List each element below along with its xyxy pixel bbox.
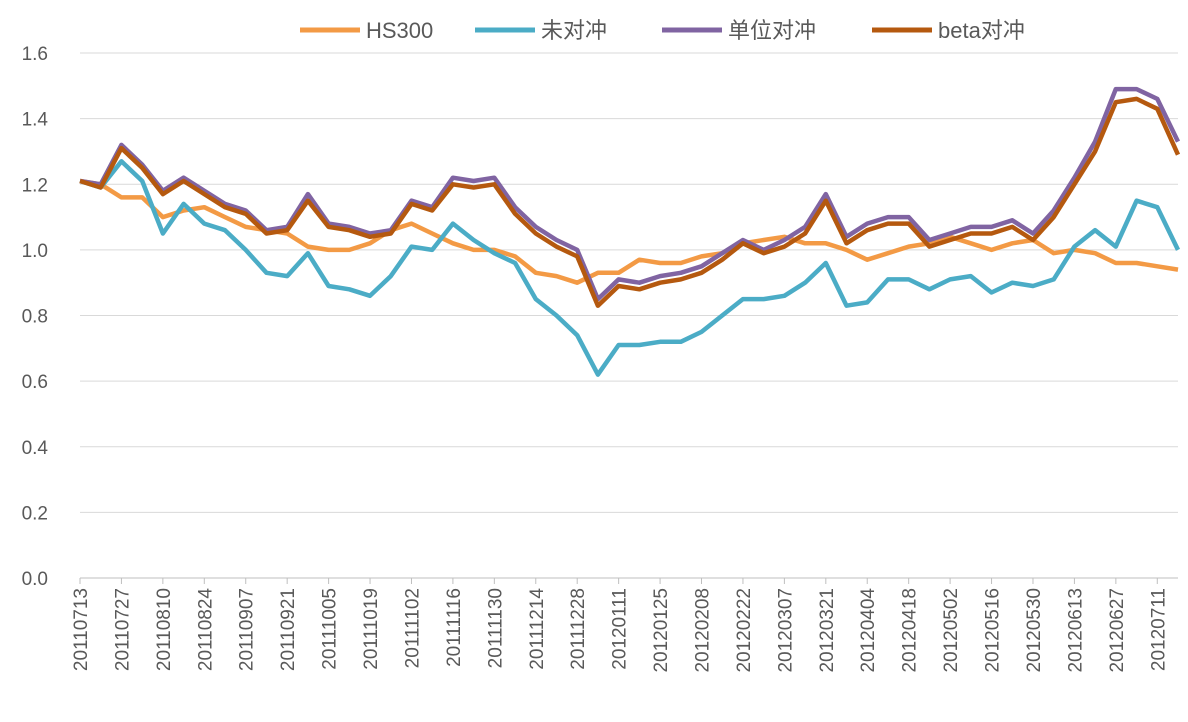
- x-tick-label: 20110907: [237, 588, 258, 671]
- x-tick-label: 20110921: [278, 588, 299, 671]
- y-tick-label: 1.0: [22, 241, 48, 262]
- x-tick-label: 20111228: [568, 588, 589, 670]
- legend-label: 单位对冲: [728, 18, 816, 43]
- y-tick-label: 1.4: [22, 110, 49, 131]
- x-tick-label: 20120627: [1107, 588, 1128, 673]
- x-tick-label: 20110810: [154, 588, 175, 671]
- x-tick-label: 20120222: [734, 588, 755, 673]
- x-tick-label: 20120502: [941, 588, 962, 673]
- x-tick-label: 20110727: [112, 588, 133, 671]
- x-tick-label: 20111102: [402, 588, 423, 668]
- x-tick-label: 20120208: [693, 588, 714, 673]
- x-tick-label: 20111130: [485, 588, 506, 668]
- series-line: [79, 178, 1179, 285]
- y-tick-label: 0.2: [22, 503, 48, 524]
- legend-label: HS300: [366, 18, 433, 43]
- x-tick-label: 20120404: [858, 588, 879, 673]
- x-tick-label: 20111019: [361, 588, 382, 670]
- series-line: [79, 159, 1181, 377]
- y-tick-label: 0.4: [22, 438, 49, 459]
- x-tick-label: 20110824: [195, 588, 216, 672]
- x-tick-label: 20120516: [983, 588, 1004, 673]
- y-tick-label: 0.0: [22, 569, 48, 590]
- x-tick-label: 20120307: [775, 588, 796, 673]
- x-tick-label: 20120321: [817, 588, 838, 673]
- x-tick-label: 20111116: [444, 588, 465, 667]
- y-tick-label: 0.6: [22, 372, 48, 393]
- x-tick-label: 20111214: [527, 588, 548, 670]
- x-tick-label: 20120530: [1024, 588, 1045, 673]
- x-tick-label: 20120125: [651, 588, 672, 673]
- x-tick-label: 20111005: [320, 588, 341, 670]
- x-tick-label: 20120111: [610, 588, 631, 670]
- x-tick-label: 20120711: [1148, 588, 1169, 671]
- series-line: [79, 86, 1181, 302]
- x-tick-label: 20120613: [1065, 588, 1086, 673]
- x-tick-label: 20110713: [71, 588, 92, 671]
- y-tick-label: 1.2: [22, 175, 48, 196]
- legend-label: beta对冲: [938, 18, 1025, 43]
- legend-label: 未对冲: [541, 18, 607, 43]
- x-tick-label: 20120418: [900, 588, 921, 673]
- y-tick-label: 1.6: [22, 44, 48, 65]
- series-line: [79, 96, 1181, 308]
- y-tick-label: 0.8: [22, 307, 48, 328]
